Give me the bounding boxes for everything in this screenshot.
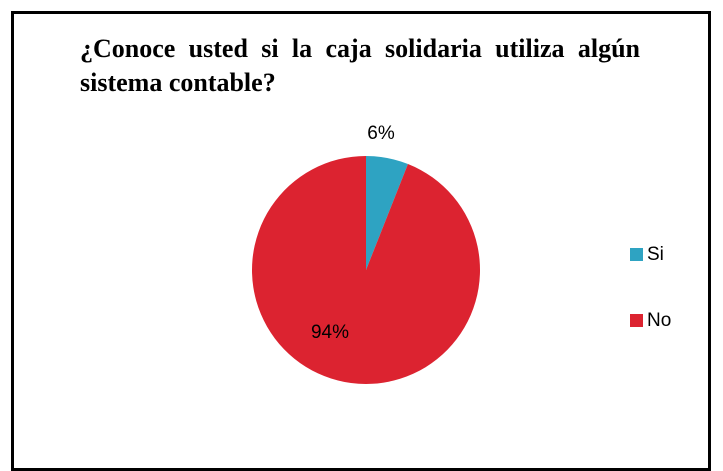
chart-title: ¿Conoce usted si la caja solidaria utili… xyxy=(80,34,640,97)
legend-swatch-no xyxy=(630,314,643,327)
data-label-si: 6% xyxy=(367,123,395,144)
pie-chart: 6% 94% xyxy=(251,123,480,385)
legend-label-no: No xyxy=(647,310,672,331)
pie-slice-no xyxy=(251,156,480,385)
pie-slice-si xyxy=(366,156,408,270)
data-label-no: 94% xyxy=(311,322,349,343)
legend-swatch-si xyxy=(630,248,643,261)
legend-label-si: Si xyxy=(647,244,664,265)
